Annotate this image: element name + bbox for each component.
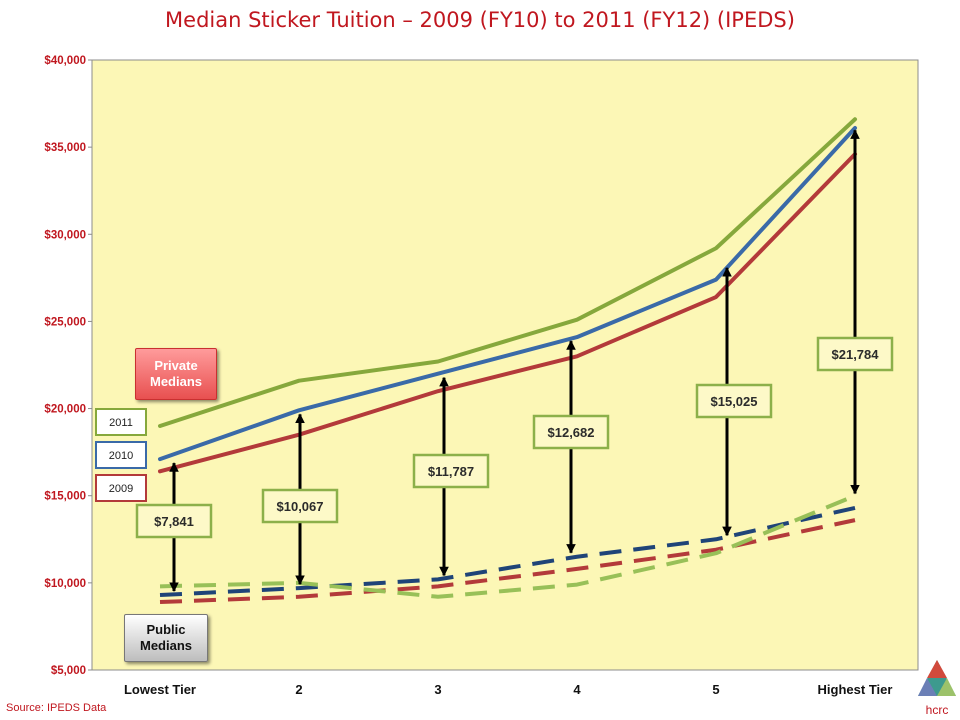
gap-label-box [816,336,894,372]
gap-label: $11,787 [428,464,474,479]
series-line-public-2011 [159,493,856,599]
source-note: Source: IPEDS Data [6,702,107,714]
gap-label: $7,841 [154,514,194,529]
public-medians-callout: Public Medians [124,614,208,662]
x-tick-label: Lowest Tier [124,682,196,697]
gap-label: $15,025 [711,394,758,409]
x-tick-label: Highest Tier [818,682,893,697]
series-line-private-2010 [158,125,857,462]
legend-label: 2010 [109,450,133,462]
y-axis: $5,000 $10,000 $15,000 $20,000 $25,000 $30,00… [44,55,92,677]
gap-label-box [532,414,610,450]
x-tick-label: 4 [573,682,581,697]
y-tick-label: $30,000 [44,229,86,241]
legend-item-2009 [95,474,147,502]
series-line-public-2010 [159,505,856,598]
gap-label-box [261,488,339,524]
series-lines [158,117,857,605]
gap-label-box [135,503,213,539]
legend: 2011 2010 2009 [95,408,147,502]
x-tick-label: 5 [712,682,719,697]
gap-arrows: $7,841 $10,067 $11,787 $12,682 $15,025 $21,78… [135,129,894,593]
y-tick-label: $25,000 [44,316,86,328]
hcrc-logo: hcrc [918,660,956,717]
gap-label-box [412,453,490,489]
y-tick-label: $40,000 [44,55,86,67]
series-line-private-2011 [158,117,857,428]
gap-label: $21,784 [832,347,880,362]
legend-item-2010 [95,441,147,469]
legend-label: 2009 [109,483,133,495]
x-tick-label: 3 [434,682,441,697]
y-tick-label: $15,000 [44,491,86,503]
legend-label: 2011 [109,417,133,429]
y-tick-label: $5,000 [51,665,86,677]
y-tick-label: $35,000 [44,142,86,154]
gap-label: $12,682 [548,425,595,440]
legend-item-2011 [95,408,147,436]
gap-label: $10,067 [277,499,324,514]
y-tick-label: $20,000 [44,404,86,416]
gap-label-box [695,383,773,419]
chart-title: Median Sticker Tuition – 2009 (FY10) to … [165,8,795,32]
series-line-private-2009 [158,152,857,474]
y-tick-label: $10,000 [44,578,86,590]
x-axis: Lowest Tier 2 3 4 5 Highest Tier [124,682,892,697]
logo-text: hcrc [926,703,949,717]
private-medians-callout: Private Medians [135,348,217,400]
x-tick-label: 2 [295,682,302,697]
